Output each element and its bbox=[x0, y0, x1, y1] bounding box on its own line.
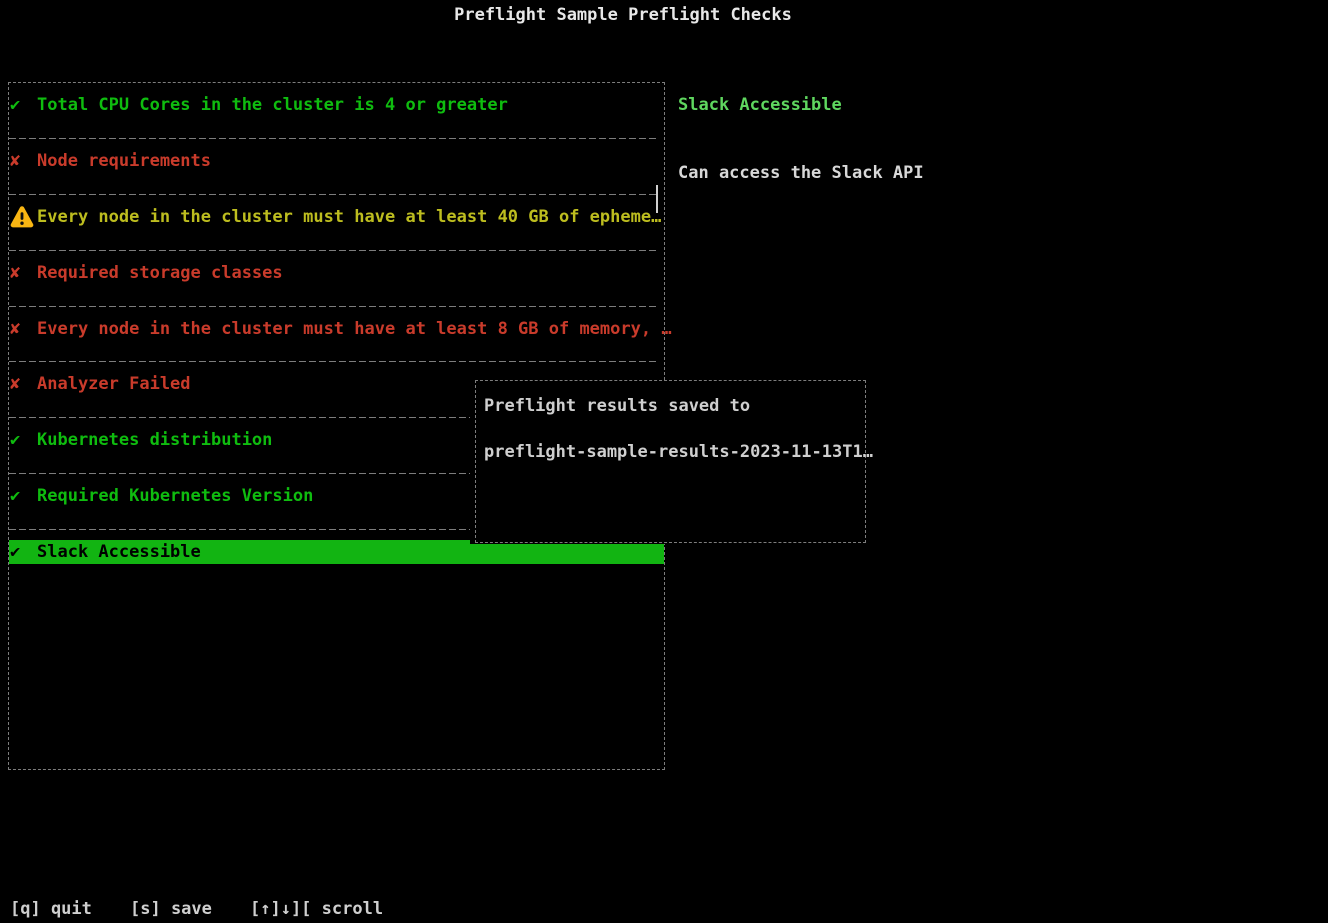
check-item-row: ✔ Required Kubernetes Version bbox=[9, 484, 664, 508]
check-item-label: Required storage classes bbox=[37, 262, 283, 283]
check-item[interactable]: ✔ Required Kubernetes Version bbox=[9, 484, 664, 530]
footer-scroll-hint: [↑]↓][ scroll bbox=[250, 899, 384, 919]
check-list: ✔ Total CPU Cores in the cluster is 4 or … bbox=[9, 93, 672, 586]
check-item-row: ✘ Node requirements bbox=[9, 149, 664, 173]
x-mark-icon: ✘ bbox=[10, 262, 21, 283]
check-item-row: ✘ Analyzer Failed bbox=[9, 372, 664, 396]
check-item[interactable]: ✘ Required storage classes bbox=[9, 261, 664, 307]
x-mark-icon: ✘ bbox=[10, 374, 21, 395]
check-item[interactable]: Every node in the cluster must have at l… bbox=[9, 205, 664, 251]
check-item[interactable]: ✔ Kubernetes distribution bbox=[9, 428, 664, 475]
check-item-row: Every node in the cluster must have at l… bbox=[9, 205, 664, 229]
checkmark-icon: ✔ bbox=[10, 542, 21, 562]
check-item-row: ✘ Every node in the cluster must have at … bbox=[9, 317, 672, 341]
checkmark-icon: ✔ bbox=[10, 430, 21, 451]
check-item[interactable]: ✘ Node requirements bbox=[9, 149, 664, 195]
scroll-cursor bbox=[656, 185, 658, 213]
footer: [q] quit [s] save [↑]↓][ scroll bbox=[0, 898, 1328, 921]
check-item-label: Required Kubernetes Version bbox=[37, 486, 314, 507]
detail-body: Can access the Slack API bbox=[678, 163, 924, 183]
check-item[interactable]: ✘ Every node in the cluster must have at … bbox=[9, 317, 672, 363]
x-mark-icon: ✘ bbox=[10, 150, 21, 171]
check-item-row: ✔ Kubernetes distribution bbox=[9, 428, 664, 452]
warning-icon bbox=[10, 205, 37, 228]
check-item[interactable]: ✘ Analyzer Failed bbox=[9, 372, 664, 419]
check-item-label: Every node in the cluster must have at l… bbox=[37, 206, 662, 227]
check-item-label: Every node in the cluster must have at l… bbox=[37, 318, 672, 339]
check-item[interactable]: ✔ Slack Accessible bbox=[9, 540, 664, 586]
check-item-label: Kubernetes distribution bbox=[37, 430, 273, 451]
check-item[interactable]: ✔ Total CPU Cores in the cluster is 4 or … bbox=[9, 93, 664, 139]
check-item-row: ✔ Slack Accessible bbox=[9, 540, 664, 564]
check-item-label: Node requirements bbox=[37, 150, 211, 171]
checkmark-icon: ✔ bbox=[10, 95, 21, 115]
check-item-row: ✘ Required storage classes bbox=[9, 261, 664, 285]
checkmark-icon: ✔ bbox=[10, 486, 21, 507]
page-title: Preflight Sample Preflight Checks bbox=[454, 5, 792, 25]
save-dialog: Preflight results saved to preflight-sam… bbox=[475, 380, 873, 543]
footer-save-hint: [s] save bbox=[130, 899, 212, 919]
x-mark-icon: ✘ bbox=[10, 318, 21, 339]
dialog-message: Preflight results saved to bbox=[484, 396, 751, 416]
check-item-label: Analyzer Failed bbox=[37, 374, 191, 395]
check-item-row: ✔ Total CPU Cores in the cluster is 4 or … bbox=[9, 93, 664, 117]
detail-title: Slack Accessible bbox=[678, 95, 842, 115]
save-dialog-overlay: Preflight results saved to preflight-sam… bbox=[470, 380, 875, 544]
check-list-panel: ✔ Total CPU Cores in the cluster is 4 or … bbox=[8, 82, 672, 770]
footer-quit-hint: [q] quit bbox=[10, 899, 92, 919]
check-item-label: Slack Accessible bbox=[37, 542, 201, 562]
dialog-filename: preflight-sample-results-2023-11-13T1… bbox=[484, 442, 873, 462]
check-item-label: Total CPU Cores in the cluster is 4 or g… bbox=[37, 95, 508, 115]
